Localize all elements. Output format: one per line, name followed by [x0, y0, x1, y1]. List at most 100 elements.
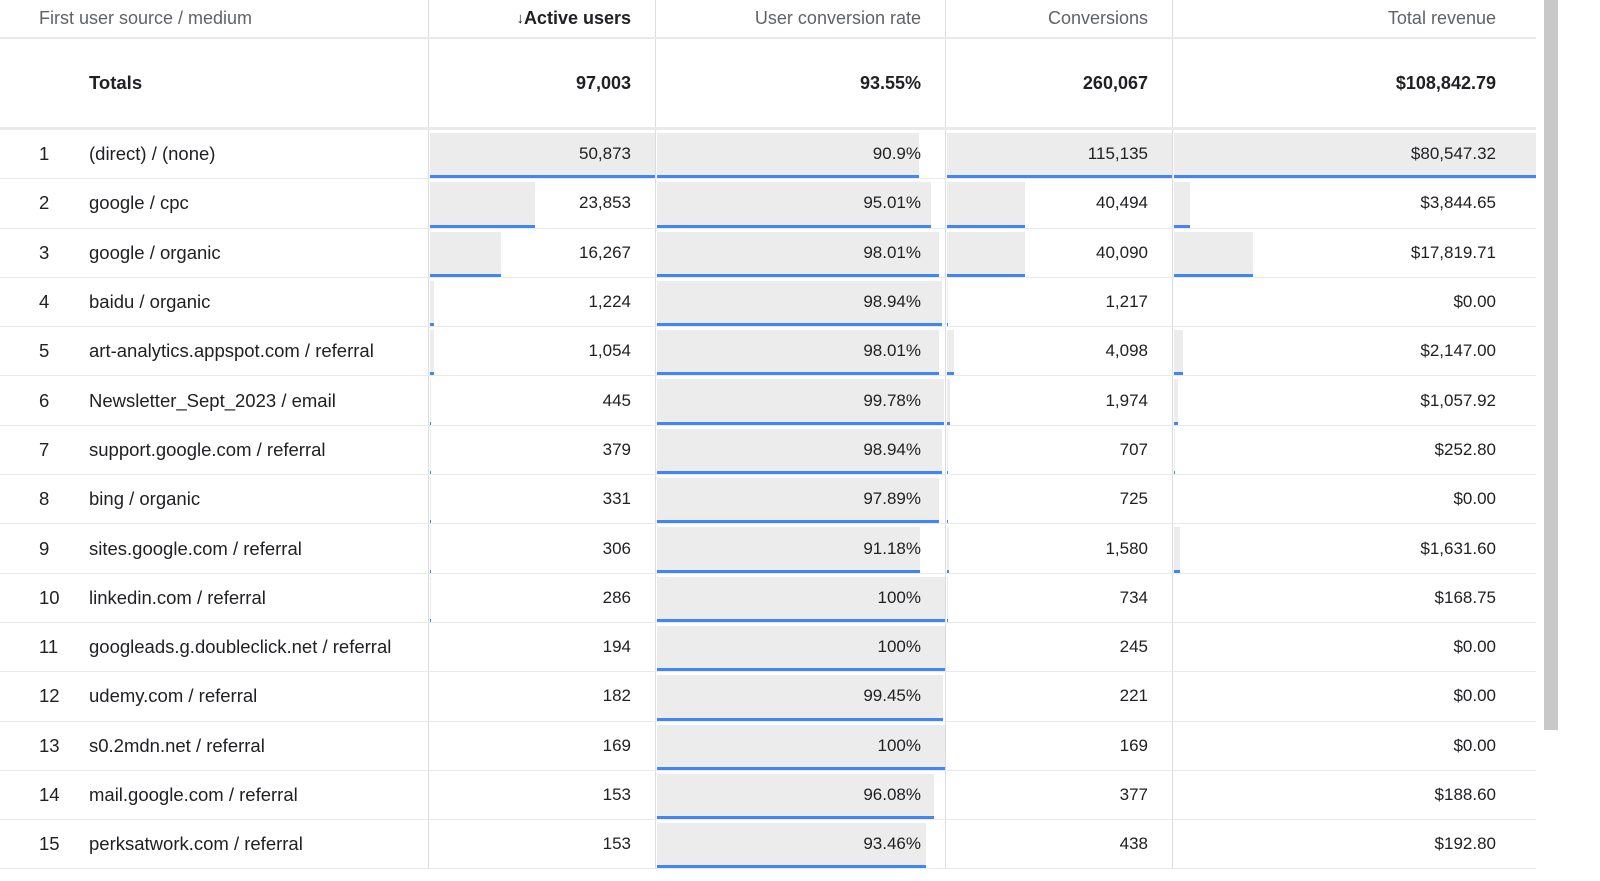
table-row[interactable]: 1 (direct) / (none) 50,873 90.9% 115,135 $80,… — [0, 130, 1536, 180]
header-conversions[interactable]: Conversions — [945, 0, 1172, 37]
conversions-cell: 221 — [945, 672, 1172, 721]
row-index: 5 — [39, 340, 50, 362]
conversion-rate-cell: 93.46% — [655, 820, 945, 869]
conversion-rate-value: 98.94% — [863, 439, 921, 459]
revenue-value: $168.75 — [1434, 587, 1496, 607]
table-row[interactable]: 5 art-analytics.appspot.com / referral 1,0… — [0, 327, 1536, 377]
table-row[interactable]: 3 google / organic 16,267 98.01% 40,090 $17,8… — [0, 228, 1536, 278]
dimension-cell: 2 google / cpc — [0, 179, 428, 227]
table-row[interactable]: 10 linkedin.com / referral 286 100% 734 $168.… — [0, 573, 1536, 623]
dimension-cell: 8 bing / organic — [0, 475, 428, 523]
revenue-cell: $17,819.71 — [1172, 228, 1536, 277]
revenue-value: $3,844.65 — [1420, 193, 1496, 213]
conversions-value: 115,135 — [1087, 144, 1148, 164]
conversion-rate-value: 100% — [877, 587, 921, 607]
header-revenue[interactable]: Total revenue — [1172, 0, 1536, 37]
source-medium[interactable]: google / organic — [89, 241, 221, 263]
source-medium[interactable]: mail.google.com / referral — [89, 784, 298, 805]
value-bar — [430, 330, 434, 376]
source-medium[interactable]: art-analytics.appspot.com / referral — [89, 340, 374, 362]
conversion-rate-cell: 99.78% — [655, 376, 945, 425]
conversions-value: 734 — [1119, 587, 1148, 607]
revenue-cell: $168.75 — [1172, 573, 1536, 622]
dimension-cell: 4 baidu / organic — [0, 278, 428, 326]
header-dimension[interactable]: First user source / medium — [39, 8, 253, 28]
table-row[interactable]: 8 bing / organic 331 97.89% 725 $0.00 — [0, 475, 1536, 525]
active-users-cell: 169 — [428, 721, 655, 770]
source-medium[interactable]: bing / organic — [89, 488, 201, 510]
revenue-cell: $1,631.60 — [1172, 524, 1536, 573]
active-users-cell: 306 — [428, 524, 655, 573]
active-users-value: 1,054 — [588, 341, 631, 361]
conversions-value: 221 — [1119, 686, 1148, 706]
active-users-cell: 194 — [428, 622, 655, 672]
value-bar — [657, 823, 927, 869]
active-users-value: 1,224 — [588, 292, 631, 312]
active-users-value: 153 — [602, 785, 631, 804]
value-bar — [947, 379, 950, 425]
value-bar — [657, 625, 945, 672]
table-row[interactable]: 11 googleads.g.doubleclick.net / referral… — [0, 622, 1536, 673]
value-bar — [657, 724, 945, 770]
revenue-cell: $80,547.32 — [1172, 130, 1536, 179]
revenue-cell: $188.60 — [1172, 770, 1536, 820]
row-index: 14 — [39, 784, 60, 805]
table-row[interactable]: 14 mail.google.com / referral 153 96.08% 377… — [0, 770, 1536, 821]
table-row[interactable]: 15 perksatwork.com / referral 153 93.46% 438… — [0, 820, 1536, 870]
active-users-value: 50,873 — [579, 144, 631, 164]
active-users-cell: 50,873 — [428, 130, 655, 179]
row-index: 4 — [39, 291, 50, 313]
revenue-cell: $2,147.00 — [1172, 327, 1536, 376]
source-medium[interactable]: Newsletter_Sept_2023 / email — [89, 389, 336, 411]
dimension-cell: 5 art-analytics.appspot.com / referral — [0, 327, 428, 375]
source-medium[interactable]: googleads.g.doubleclick.net / referral — [89, 636, 392, 658]
source-medium[interactable]: support.google.com / referral — [89, 438, 326, 460]
totals-conversion-rate: 93.55% — [655, 39, 945, 127]
revenue-value: $1,631.60 — [1420, 538, 1496, 558]
value-bar — [657, 428, 942, 475]
conversions-cell: 245 — [945, 622, 1172, 672]
conversions-cell: 707 — [945, 425, 1172, 475]
active-users-cell: 379 — [428, 425, 655, 475]
conversions-value: 1,580 — [1105, 538, 1148, 558]
conversions-cell: 725 — [945, 475, 1172, 524]
totals-row: Totals 97,003 93.55% 260,067 $108,842.79 — [0, 39, 1536, 130]
source-medium[interactable]: udemy.com / referral — [89, 685, 258, 707]
table-row[interactable]: 4 baidu / organic 1,224 98.94% 1,217 $0.00 — [0, 277, 1536, 328]
totals-revenue: $108,842.79 — [1172, 39, 1536, 127]
value-bar — [947, 133, 1172, 179]
source-medium[interactable]: linkedin.com / referral — [89, 586, 266, 608]
table-row[interactable]: 9 sites.google.com / referral 306 91.18% 1,5… — [0, 524, 1536, 574]
row-index: 7 — [39, 438, 50, 460]
source-medium[interactable]: (direct) / (none) — [89, 143, 216, 165]
source-medium[interactable]: google / cpc — [89, 192, 189, 214]
revenue-cell: $1,057.92 — [1172, 376, 1536, 425]
table-row[interactable]: 12 udemy.com / referral 182 99.45% 221 $0.00 — [0, 672, 1536, 722]
row-index: 15 — [39, 833, 60, 855]
conversion-rate-cell: 91.18% — [655, 524, 945, 573]
table-row[interactable]: 6 Newsletter_Sept_2023 / email 445 99.78% 1,… — [0, 376, 1536, 426]
source-medium[interactable]: baidu / organic — [89, 291, 211, 313]
value-bar — [430, 379, 431, 425]
revenue-value: $0.00 — [1453, 489, 1496, 509]
header-conversion-rate[interactable]: User conversion rate — [655, 0, 945, 37]
conversions-cell: 40,494 — [945, 179, 1172, 228]
table-row[interactable]: 13 s0.2mdn.net / referral 169 100% 169 $0.00 — [0, 721, 1536, 771]
table-row[interactable]: 2 google / cpc 23,853 95.01% 40,494 $3,844.65 — [0, 179, 1536, 229]
conversions-cell: 169 — [945, 721, 1172, 770]
revenue-value: $252.80 — [1434, 439, 1496, 459]
source-medium[interactable]: s0.2mdn.net / referral — [89, 734, 265, 756]
revenue-value: $0.00 — [1453, 637, 1496, 657]
conversion-rate-cell: 90.9% — [655, 130, 945, 179]
row-index: 13 — [39, 734, 60, 756]
revenue-value: $192.80 — [1434, 834, 1496, 854]
active-users-cell: 1,224 — [428, 277, 655, 327]
scrollbar[interactable] — [1544, 0, 1558, 730]
active-users-cell: 331 — [428, 475, 655, 524]
table-row[interactable]: 7 support.google.com / referral 379 98.94% 7… — [0, 425, 1536, 476]
header-active-users[interactable]: ↓ Active users — [428, 0, 655, 37]
value-bar — [657, 576, 945, 622]
conversions-value: 438 — [1119, 834, 1148, 854]
source-medium[interactable]: sites.google.com / referral — [89, 537, 302, 559]
source-medium[interactable]: perksatwork.com / referral — [89, 833, 303, 855]
